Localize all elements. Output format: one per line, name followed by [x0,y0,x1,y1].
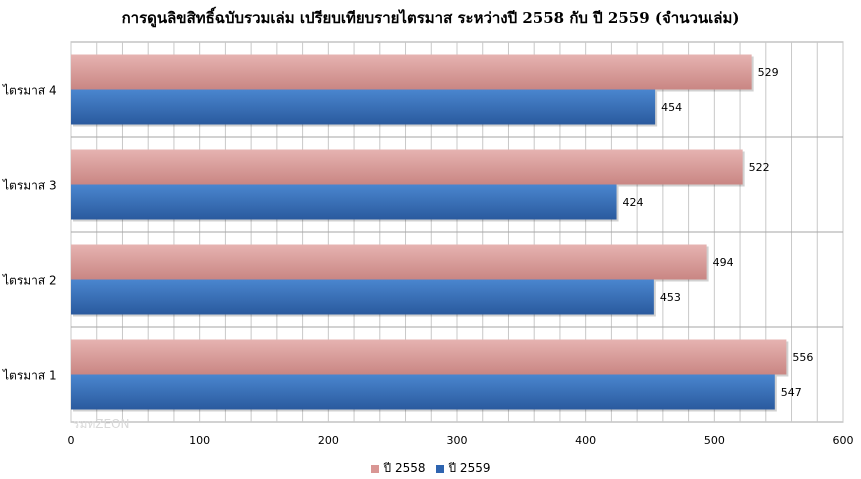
bar-2558 [71,339,787,375]
x-tick-label: 300 [447,434,468,447]
chart-title: การดูนลิขสิทธิ์ฉบับรวมเล่ม เปรียบเทียบรา… [121,9,740,27]
bar-2559 [71,374,775,410]
bar-2558 [71,244,707,280]
data-label: 453 [660,291,681,304]
legend: ปี 2558 ปี 2559 [0,459,861,478]
legend-label-2559: ปี 2559 [448,461,491,475]
data-label: 529 [758,66,779,79]
legend-swatch-2558 [370,464,379,473]
data-label: 454 [661,101,682,114]
bar-2559 [71,279,654,315]
legend-label-2558: ปี 2558 [383,461,426,475]
category-label: ไตรมาส 2 [2,274,57,288]
x-tick-label: 0 [68,434,75,447]
x-tick-label: 600 [833,434,854,447]
category-label: ไตรมาส 4 [2,84,57,98]
legend-item-2558: ปี 2558 [370,459,426,478]
data-label: 547 [781,386,802,399]
x-tick-label: 500 [704,434,725,447]
x-tick-label: 100 [189,434,210,447]
bar-2558 [71,54,752,90]
category-label: ไตรมาส 1 [2,369,57,383]
data-label: 556 [792,351,813,364]
legend-swatch-2559 [435,464,444,473]
bar-2559 [71,184,617,220]
watermark-text: รมทZEON [73,417,130,431]
x-tick-label: 200 [318,434,339,447]
bar-2559 [71,89,656,125]
data-label: 494 [713,256,734,269]
x-tick-label: 400 [575,434,596,447]
category-label: ไตรมาส 3 [2,179,57,193]
bar-2558 [71,149,743,185]
legend-item-2559: ปี 2559 [435,459,491,478]
data-label: 424 [623,196,644,209]
data-label: 522 [749,161,770,174]
